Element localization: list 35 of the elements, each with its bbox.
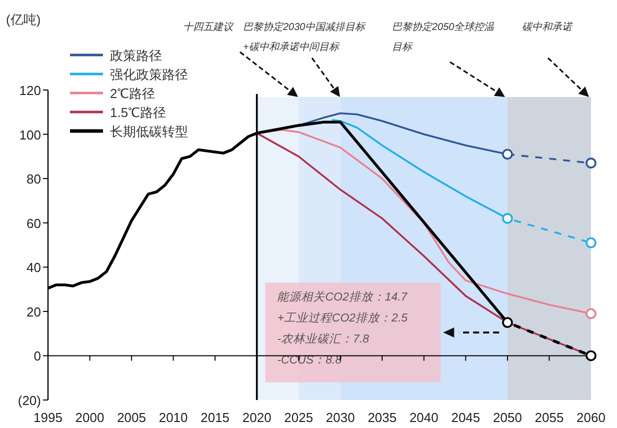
legend-label: 长期低碳转型 xyxy=(110,124,188,139)
x-tick-label: 2000 xyxy=(75,410,104,425)
y-tick-label: 60 xyxy=(26,216,41,231)
x-tick-label: 2050 xyxy=(493,410,522,425)
x-tick-label: 2025 xyxy=(284,410,314,425)
y-tick-label: 20 xyxy=(26,304,41,320)
x-tick-label: 2045 xyxy=(451,410,480,425)
x-tick-label: 2035 xyxy=(368,410,397,425)
annotation: -农林业碳汇：7.8 xyxy=(277,332,370,346)
annotation: +工业过程CO2排放：2.5 xyxy=(277,312,408,325)
x-tick-label: 2030 xyxy=(326,410,355,425)
text: 巴黎协定2050全球控温目标 xyxy=(392,21,496,53)
text: 碳中和承诺 xyxy=(522,21,574,33)
y-tick-label: 0 xyxy=(34,348,41,364)
annotation: 能源相关CO2排放：14.7 xyxy=(277,290,408,304)
x-tick-label: 2015 xyxy=(200,410,230,425)
y-tick-label: (20) xyxy=(18,393,41,408)
y-tick-label: 120 xyxy=(19,83,41,98)
x-tick-label: 1995 xyxy=(34,410,62,425)
text: 巴黎协定2030中国减排目标+碳中和承诺中间目标 xyxy=(243,21,366,53)
y-tick-label: 40 xyxy=(26,260,41,276)
x-tick-label: 2040 xyxy=(409,410,438,425)
legend-label: 强化政策路径 xyxy=(110,67,188,82)
x-tick-label: 2005 xyxy=(117,410,146,425)
x-tick-label: 2010 xyxy=(158,410,188,425)
y-axis-title: (亿吨) xyxy=(6,12,41,27)
x-tick-label: 2060 xyxy=(576,410,606,425)
x-tick-label: 2055 xyxy=(534,410,564,425)
y-tick-label: 100 xyxy=(19,127,41,142)
y-tick-label: 80 xyxy=(26,172,41,187)
legend-label: 1.5℃路径 xyxy=(110,105,166,120)
text: 十四五建议 xyxy=(183,21,234,33)
legend-label: 政策路径 xyxy=(110,48,162,63)
legend-label: 2℃路径 xyxy=(110,86,156,101)
x-tick-label: 2020 xyxy=(242,410,272,425)
